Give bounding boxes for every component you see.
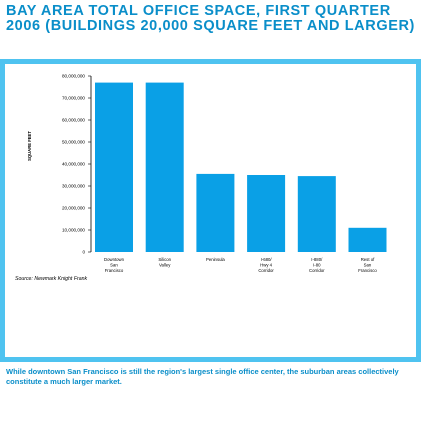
bar (297, 176, 336, 252)
y-tick-label: 20,000,000 (62, 206, 85, 211)
bar-chart: 0 10,000,000 20,000,000 30,000,000 40,000,00… (15, 74, 387, 282)
bar (95, 82, 133, 252)
bar (196, 173, 235, 252)
caption: While downtown San Francisco is still th… (6, 367, 399, 386)
chart-frame: 0 10,000,000 20,000,000 30,000,000 40,000,00… (0, 59, 421, 362)
x-tick-label: I-680/Hwy 4 Corridor (258, 257, 274, 273)
y-tick-label: 70,000,000 (62, 96, 85, 101)
x-tick-label: Silicon Valley (158, 257, 171, 267)
x-tick-label: I-880/I-80 Corridor (309, 257, 325, 273)
x-tick-labels: Downtown San Francisco Silicon Valley Peninsu… (104, 257, 377, 273)
chart-title: BAY AREA TOTAL OFFICE SPACE, FIRST QUART… (6, 3, 415, 34)
y-tick-label: 60,000,000 (62, 118, 85, 123)
y-tick-labels: 0 10,000,000 20,000,000 30,000,000 40,000,00… (62, 74, 85, 255)
y-tick-label: 40,000,000 (62, 162, 85, 167)
bar (247, 175, 286, 252)
y-axis-ticks (88, 75, 91, 253)
x-tick-label: Peninsula (206, 257, 225, 262)
bar (145, 82, 184, 252)
y-tick-label: 10,000,000 (62, 228, 85, 233)
x-tick-label: Downtown San Francisco (104, 257, 125, 273)
source-note: Source: Newmark Knight Frank (15, 276, 87, 282)
y-tick-label: 80,000,000 (62, 74, 85, 79)
y-tick-label: 50,000,000 (62, 140, 85, 145)
x-tick-label: Rest of San Francisco (358, 257, 377, 273)
y-axis-label: SQUARE FEET (27, 131, 32, 161)
chart-panel: 0 10,000,000 20,000,000 30,000,000 40,000,00… (5, 64, 416, 357)
bar (348, 227, 387, 252)
y-tick-label: 30,000,000 (62, 184, 85, 189)
bars (95, 82, 387, 252)
y-tick-label: 0 (82, 250, 85, 255)
